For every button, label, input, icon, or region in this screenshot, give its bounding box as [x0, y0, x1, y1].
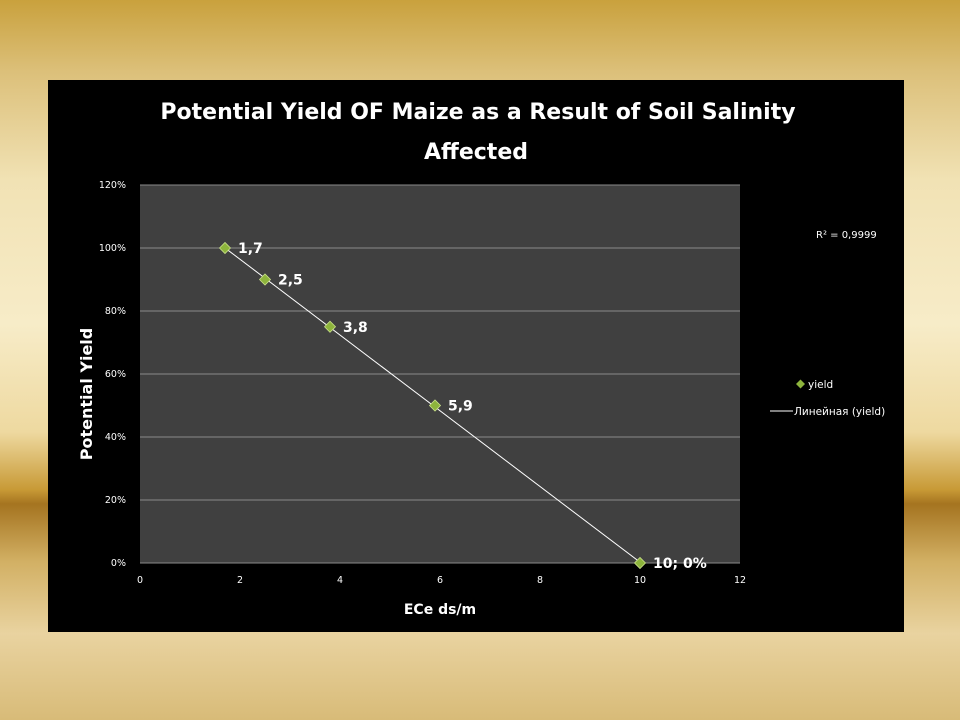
- legend-label-trend: Линейная (yield): [794, 406, 885, 418]
- data-labels: 1,7 2,5 3,8 5,9 10; 0%: [238, 241, 707, 572]
- r-squared-label: R² = 0,9999: [816, 230, 877, 241]
- y-tick-label: 80%: [105, 306, 126, 317]
- x-tick-label: 0: [137, 575, 143, 586]
- data-point-yield: [218, 241, 232, 255]
- data-label-yield: 1,7: [238, 241, 263, 257]
- x-axis-ticks: 0 2 4 6 8 10 12: [137, 575, 746, 586]
- x-tick-label: 8: [537, 575, 543, 586]
- x-tick-label: 6: [437, 575, 443, 586]
- y-tick-label: 100%: [99, 243, 126, 254]
- data-point-yield: [258, 273, 272, 286]
- y-tick-label: 0%: [111, 558, 126, 569]
- x-tick-label: 4: [337, 575, 343, 586]
- x-tick-label: 10: [634, 575, 646, 586]
- data-point-yield: [323, 320, 337, 333]
- y-tick-label: 20%: [105, 495, 126, 506]
- data-points: [218, 241, 647, 570]
- data-label-yield: 3,8: [343, 320, 368, 336]
- x-tick-label: 12: [734, 575, 746, 586]
- x-axis-title: ECe ds/m: [404, 602, 476, 618]
- x-tick-label: 2: [237, 575, 243, 586]
- y-tick-label: 60%: [105, 369, 126, 380]
- data-point-yield: [633, 556, 647, 570]
- y-axis-title: Potential Yield: [77, 328, 96, 460]
- data-label-yield: 10; 0%: [653, 556, 707, 572]
- gridlines: [140, 184, 740, 564]
- legend-label-yield: yield: [808, 379, 833, 391]
- y-tick-label: 120%: [99, 180, 126, 191]
- y-tick-label: 40%: [105, 432, 126, 443]
- data-label-yield: 2,5: [278, 273, 303, 289]
- data-point-yield: [428, 399, 442, 412]
- chart-title-line2: Affected: [424, 140, 528, 165]
- data-label-yield: 5,9: [448, 399, 473, 415]
- legend: yield Линейная (yield): [770, 379, 885, 418]
- chart-svg: Potential Yield OF Maize as a Result of …: [77, 100, 885, 618]
- chart-title-line1: Potential Yield OF Maize as a Result of …: [160, 100, 795, 125]
- chart-panel: Potential Yield OF Maize as a Result of …: [48, 80, 904, 632]
- legend-marker-yield: [796, 379, 805, 389]
- y-axis-ticks: 0% 20% 40% 60% 80% 100% 120%: [99, 180, 126, 569]
